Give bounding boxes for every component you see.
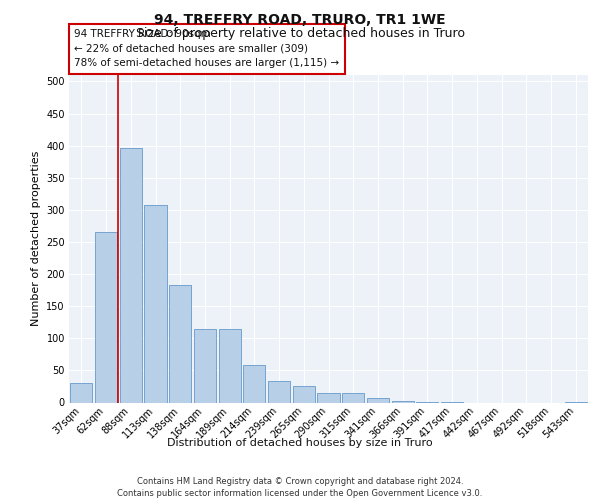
Bar — [194, 328, 216, 402]
Bar — [293, 386, 315, 402]
Bar — [367, 398, 389, 402]
Text: 94 TREFFRY ROAD: 90sqm
← 22% of detached houses are smaller (309)
78% of semi-de: 94 TREFFRY ROAD: 90sqm ← 22% of detached… — [74, 29, 340, 68]
Bar — [392, 400, 414, 402]
Bar — [119, 148, 142, 402]
Text: Distribution of detached houses by size in Truro: Distribution of detached houses by size … — [167, 438, 433, 448]
Text: Size of property relative to detached houses in Truro: Size of property relative to detached ho… — [136, 28, 464, 40]
Bar — [342, 393, 364, 402]
Bar — [169, 285, 191, 403]
Bar — [317, 393, 340, 402]
Text: Contains public sector information licensed under the Open Government Licence v3: Contains public sector information licen… — [118, 489, 482, 498]
Bar — [218, 328, 241, 402]
Bar — [70, 383, 92, 402]
Bar — [145, 206, 167, 402]
Bar — [268, 382, 290, 402]
Text: Contains HM Land Registry data © Crown copyright and database right 2024.: Contains HM Land Registry data © Crown c… — [137, 478, 463, 486]
Text: 94, TREFFRY ROAD, TRURO, TR1 1WE: 94, TREFFRY ROAD, TRURO, TR1 1WE — [154, 12, 446, 26]
Bar — [243, 366, 265, 403]
Y-axis label: Number of detached properties: Number of detached properties — [31, 151, 41, 326]
Bar — [95, 232, 117, 402]
